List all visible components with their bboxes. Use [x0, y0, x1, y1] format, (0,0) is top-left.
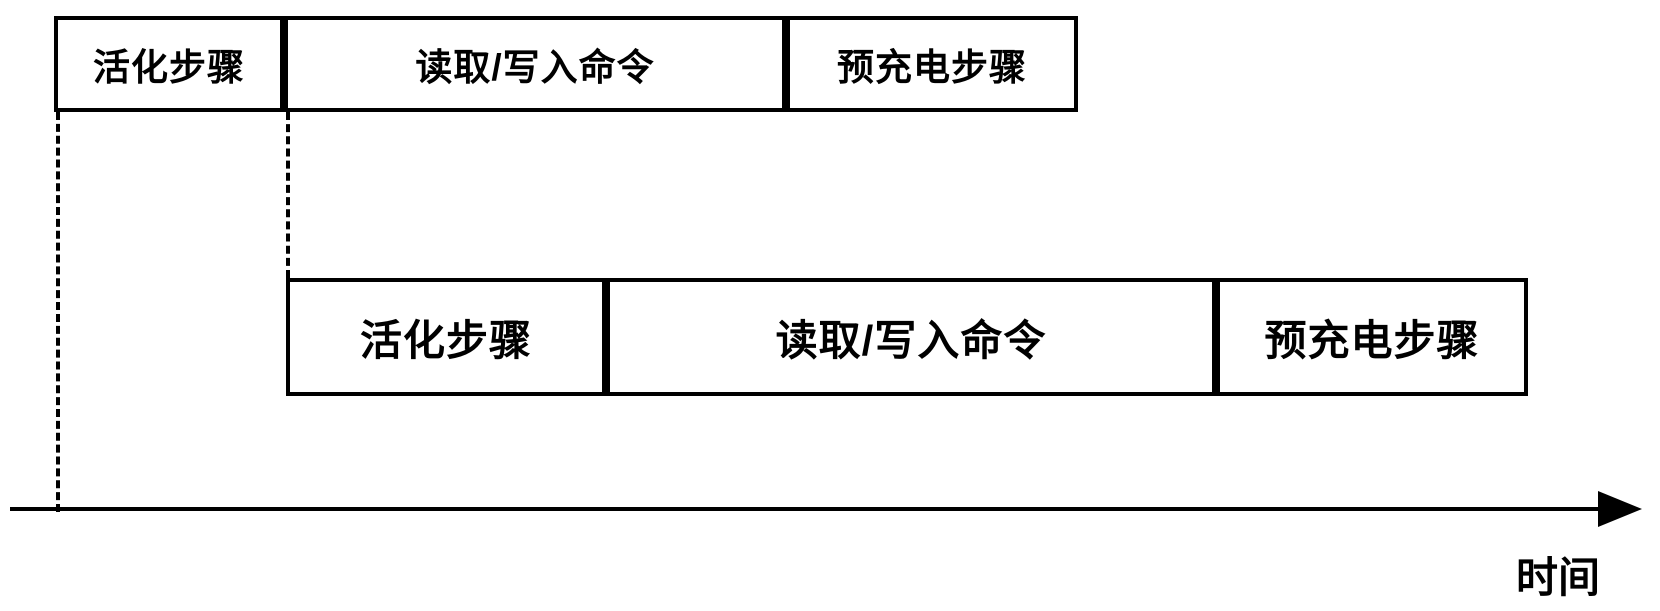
row1-precharge-label: 预充电步骤	[837, 37, 1027, 91]
row2-rw-label: 读取/写入命令	[776, 307, 1047, 368]
row1-rw-label: 读取/写入命令	[415, 37, 654, 91]
row1-activate-label: 活化步骤	[93, 37, 245, 91]
guide-dashed-line-2	[286, 112, 290, 278]
row1-activate-step: 活化步骤	[54, 16, 284, 112]
row1-precharge-step: 预充电步骤	[786, 16, 1078, 112]
row2-read-write-cmd: 读取/写入命令	[606, 278, 1216, 396]
timing-diagram: 活化步骤 读取/写入命令 预充电步骤 活化步骤 读取/写入命令 预充电步骤 时间	[0, 0, 1660, 611]
row2-activate-label: 活化步骤	[360, 307, 532, 368]
time-axis-label: 时间	[1516, 544, 1600, 605]
row2-activate-step: 活化步骤	[286, 278, 606, 396]
time-axis-shaft	[10, 507, 1602, 511]
time-axis-arrowhead-icon	[1598, 491, 1642, 527]
guide-dashed-line-1	[56, 112, 60, 512]
row2-precharge-step: 预充电步骤	[1216, 278, 1528, 396]
row1-read-write-cmd: 读取/写入命令	[284, 16, 786, 112]
row2-precharge-label: 预充电步骤	[1264, 307, 1479, 368]
